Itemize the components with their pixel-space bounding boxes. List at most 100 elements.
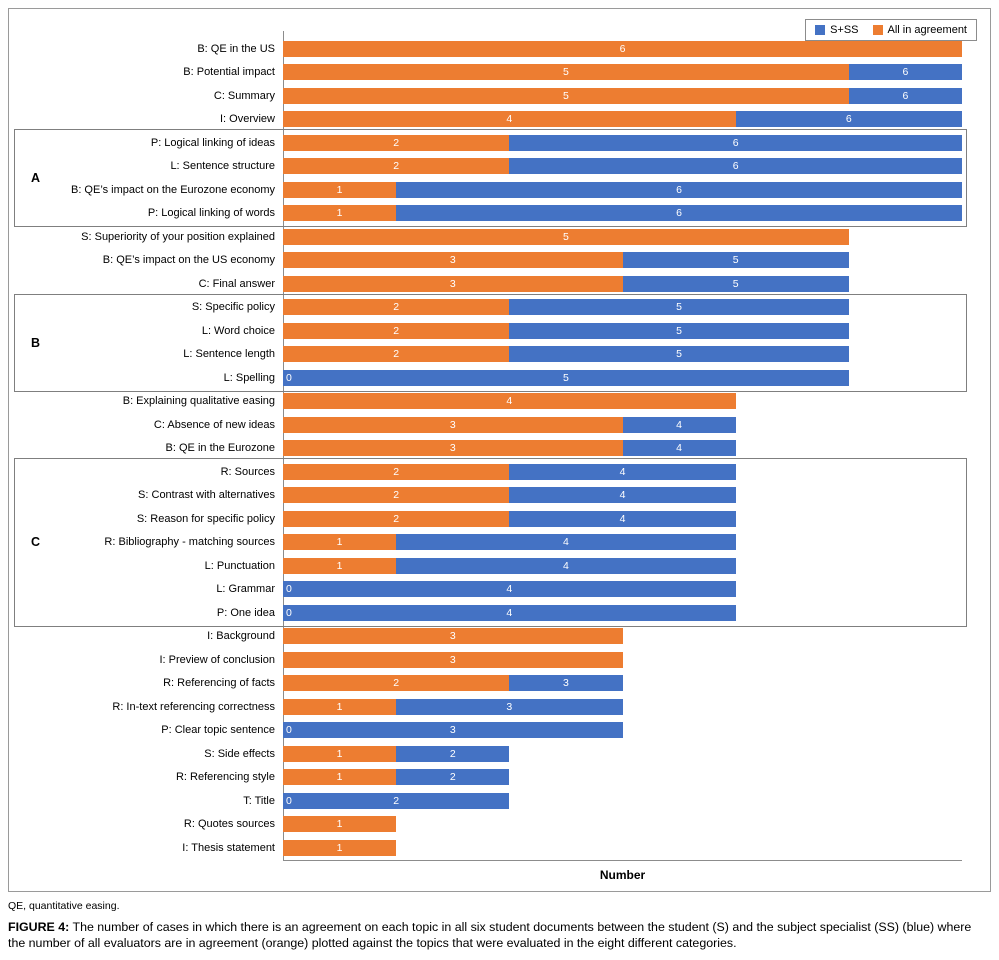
chart-row: S: Specific policy 2 5 xyxy=(9,296,962,320)
legend-swatch-blue xyxy=(815,25,826,35)
bar-value-s-ss: 4 xyxy=(676,442,682,454)
bar-s-ss xyxy=(283,792,510,809)
figure-caption: FIGURE 4: The number of cases in which t… xyxy=(8,919,991,952)
bar-track: 4 xyxy=(283,390,962,414)
bar-all-agreement xyxy=(283,534,397,551)
bar-value-all-agreement: 1 xyxy=(336,183,343,196)
bar-value-all-agreement: 4 xyxy=(506,113,513,125)
category-label: C: Summary xyxy=(213,89,275,102)
bar-value-all-agreement: 5 xyxy=(562,230,569,243)
chart-row: S: Reason for specific policy 2 4 xyxy=(9,507,962,531)
category-label: I: Overview xyxy=(219,113,275,126)
chart-row: B: Potential impact 5 6 xyxy=(9,61,962,85)
category-label: C: Absence of new ideas xyxy=(153,418,275,431)
category-label: S: Specific policy xyxy=(191,301,275,314)
bar-value-s-ss: 5 xyxy=(676,301,682,313)
bar-all-agreement xyxy=(283,769,397,786)
bar-all-agreement xyxy=(283,228,849,245)
bar-value-s-ss: 4 xyxy=(619,489,626,501)
chart-row: S: Superiority of your position explaine… xyxy=(9,225,962,249)
bar-all-agreement xyxy=(283,839,397,856)
chart-row: L: Spelling 0 5 xyxy=(9,366,962,390)
bar-s-ss xyxy=(283,722,623,739)
bar-value-s-ss: 4 xyxy=(676,418,682,431)
x-axis-label: Number xyxy=(599,868,646,882)
bar-value-s-ss: 4 xyxy=(562,559,569,572)
chart-row: I: Thesis statement 1 xyxy=(9,836,962,860)
chart-row: R: Quotes sources 1 xyxy=(9,813,962,837)
bar-value-s-ss: 6 xyxy=(732,160,739,172)
bar-s-ss xyxy=(283,557,736,574)
legend-item-all-in-agreement: All in agreement xyxy=(872,24,968,36)
bar-track: 5 xyxy=(283,225,962,249)
category-label: B: QE in the US xyxy=(197,42,275,55)
category-label: P: Clear topic sentence xyxy=(161,724,275,737)
chart-row: P: Logical linking of words 1 6 xyxy=(9,202,962,226)
bar-all-agreement xyxy=(283,745,397,762)
bar-value-all-agreement: 0 xyxy=(286,794,292,807)
bar-value-all-agreement: 0 xyxy=(286,583,292,595)
figure-page: S+SS All in agreement B: QE in the US 6 B:… xyxy=(8,8,991,952)
bar-all-agreement xyxy=(283,416,623,433)
bar-value-all-agreement: 3 xyxy=(449,277,456,290)
bar-s-ss xyxy=(283,534,736,551)
chart-row: B: Explaining qualitative easing 4 xyxy=(9,390,962,414)
bar-value-s-ss: 6 xyxy=(732,136,739,149)
chart-row: B: QE’s impact on the US economy 3 5 xyxy=(9,249,962,273)
bar-value-s-ss: 6 xyxy=(676,207,682,219)
plot-area: B: QE in the US 6 B: Potential impact 5 6 C: … xyxy=(9,31,967,861)
bar-value-all-agreement: 5 xyxy=(562,66,569,78)
bar-value-s-ss: 5 xyxy=(732,277,739,290)
chart-row: B: QE in the Eurozone 3 4 xyxy=(9,437,962,461)
chart-row: S: Side effects 1 2 xyxy=(9,742,962,766)
bar-track: 3 xyxy=(283,625,962,649)
bar-value-all-agreement: 2 xyxy=(393,489,400,501)
bar-all-agreement xyxy=(283,675,510,692)
category-label: S: Side effects xyxy=(204,747,275,760)
category-label: L: Grammar xyxy=(216,583,275,596)
bar-s-ss xyxy=(283,181,962,198)
category-label: B: Explaining qualitative easing xyxy=(122,395,275,408)
chart-row: P: Logical linking of ideas 2 6 xyxy=(9,131,962,155)
category-label: S: Superiority of your position explaine… xyxy=(81,230,275,243)
bar-all-agreement xyxy=(283,158,510,175)
bar-all-agreement xyxy=(283,111,736,128)
bar-value-s-ss: 5 xyxy=(676,348,682,360)
bar-track: 1 xyxy=(283,813,962,837)
category-label: B: QE’s impact on the US economy xyxy=(102,254,275,267)
bar-all-agreement xyxy=(283,181,397,198)
bar-value-all-agreement: 2 xyxy=(393,160,400,172)
bar-value-all-agreement: 1 xyxy=(336,700,343,713)
category-label: R: In-text referencing correctness xyxy=(112,700,275,713)
legend-item-s-ss: S+SS xyxy=(815,24,859,36)
bar-value-s-ss: 5 xyxy=(732,254,739,266)
category-label: T: Title xyxy=(243,794,275,807)
bar-all-agreement xyxy=(283,87,849,104)
category-label: L: Sentence length xyxy=(183,348,275,361)
category-label: L: Spelling xyxy=(223,371,275,384)
bar-value-all-agreement: 1 xyxy=(336,747,343,760)
bar-all-agreement xyxy=(283,275,623,292)
category-label: S: Contrast with alternatives xyxy=(138,489,275,502)
bar-value-s-ss: 4 xyxy=(619,465,626,478)
chart-row: R: In-text referencing correctness 1 3 xyxy=(9,695,962,719)
category-label: L: Word choice xyxy=(201,324,275,337)
figure-caption-text: The number of cases in which there is an… xyxy=(8,920,972,951)
legend-label-all-in-agreement: All in agreement xyxy=(887,24,968,36)
bar-s-ss xyxy=(283,581,736,598)
chart-row: I: Overview 4 6 xyxy=(9,108,962,132)
bar-all-agreement xyxy=(283,510,510,527)
bar-value-s-ss: 3 xyxy=(562,677,569,689)
